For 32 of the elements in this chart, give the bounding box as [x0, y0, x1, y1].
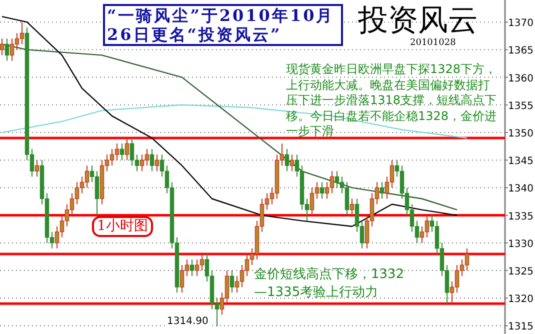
y-tick-label: 1335 — [508, 211, 534, 222]
annotation: 投资风云 — [358, 3, 478, 38]
y-tick-label: 1365 — [508, 46, 534, 57]
candlestick — [124, 138, 130, 161]
annotation: 1小时图 — [92, 216, 153, 237]
y-tick-label: 1325 — [508, 266, 534, 278]
candlestick — [0, 38, 4, 56]
y-tick-label: 1350 — [508, 128, 534, 140]
candlestick — [230, 270, 234, 294]
candlestick — [350, 198, 354, 216]
y-tick-label: 1345 — [508, 156, 534, 168]
candlestick — [120, 143, 124, 161]
candlestick — [4, 38, 10, 62]
candlestick — [380, 182, 384, 200]
candlestick — [150, 148, 154, 172]
y-tick-label: 1320 — [508, 294, 534, 306]
y-tick-label: 1340 — [508, 184, 534, 195]
annotation: 20101028 — [410, 38, 456, 49]
candlestick — [284, 148, 290, 172]
y-tick-label: 1315 — [508, 322, 534, 333]
candlestick — [290, 154, 294, 172]
annotation: 金价短线高点下移，1332—1335考验上行动力 — [254, 266, 406, 302]
candlestick — [320, 182, 324, 200]
y-tick-label: 1360 — [508, 73, 534, 84]
candlestick — [154, 154, 160, 172]
y-tick-label: 1355 — [508, 100, 534, 112]
annotation: “一骑风尘”于2010年10月26日更名“投资风云” — [103, 4, 343, 46]
candlestick — [190, 258, 194, 277]
annotation: 1314.90 — [166, 316, 210, 328]
candlestick — [34, 160, 40, 178]
y-tick-label: 1370 — [508, 18, 534, 30]
y-tick-label: 1330 — [508, 238, 534, 250]
